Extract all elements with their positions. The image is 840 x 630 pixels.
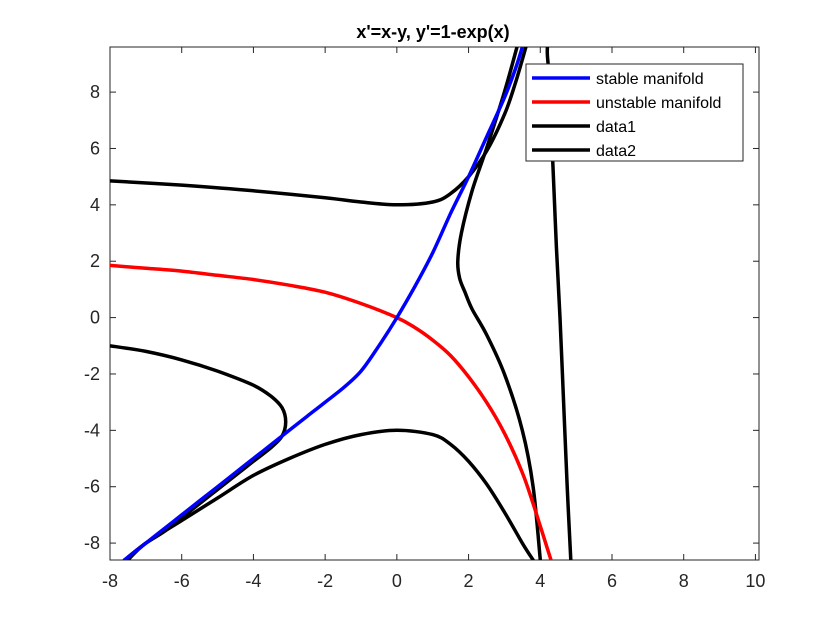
y-tick-label: 0 [90, 308, 100, 328]
x-tick-label: -4 [245, 571, 261, 591]
x-axis: -8 -6 -4 -2 0 2 4 6 8 10 [102, 47, 765, 591]
y-axis: -8 -6 -4 -2 0 2 4 6 8 [84, 82, 759, 553]
series-line-trajectory-6 [455, 47, 543, 560]
x-tick-label: -2 [317, 571, 333, 591]
y-tick-label: 2 [90, 251, 100, 271]
x-tick-label: 0 [392, 571, 402, 591]
legend-box [525, 63, 744, 162]
x-tick-label: -8 [102, 571, 118, 591]
y-tick-label: 4 [90, 195, 100, 215]
x-tick-label: 2 [464, 571, 474, 591]
x-tick-label: 10 [745, 571, 765, 591]
series-line-data1 [110, 47, 528, 207]
x-tick-label: -6 [174, 571, 190, 591]
legend: stable manifold unstable manifold data1 dat… [525, 63, 744, 162]
legend-label: data1 [596, 119, 636, 136]
x-tick-label: 4 [535, 571, 545, 591]
y-tick-label: -4 [84, 420, 100, 440]
series-line-stable-manifold [122, 47, 525, 560]
y-tick-label: 8 [90, 82, 100, 102]
y-tick-label: -2 [84, 364, 100, 384]
series-line-unstable-manifold [110, 263, 553, 560]
y-tick-label: -8 [84, 533, 100, 553]
legend-label: stable manifold [596, 71, 704, 88]
series-line-trajectory-5 [126, 428, 535, 560]
legend-label: unstable manifold [596, 95, 721, 112]
y-tick-label: 6 [90, 138, 100, 158]
legend-label: data2 [596, 143, 636, 160]
chart-title: x'=x-y, y'=1-exp(x) [356, 22, 509, 42]
y-tick-label: -6 [84, 477, 100, 497]
x-tick-label: 6 [607, 571, 617, 591]
x-tick-label: 8 [679, 571, 689, 591]
